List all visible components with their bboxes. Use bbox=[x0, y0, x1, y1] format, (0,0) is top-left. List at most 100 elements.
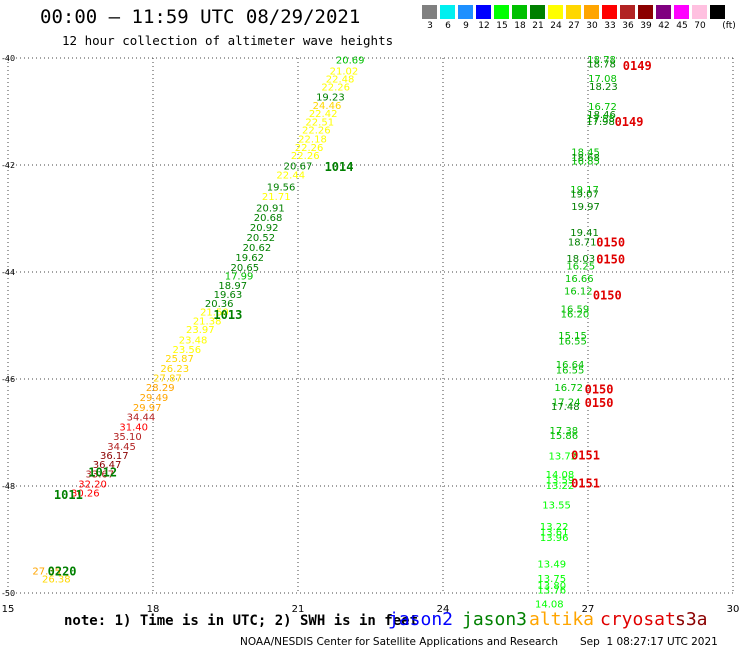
wave-height-point: 18.97 bbox=[218, 281, 247, 292]
wave-height-point: 14.08 bbox=[535, 600, 564, 611]
x-tick-label: 24 bbox=[437, 604, 450, 615]
satellite-jason2-label: jason2 bbox=[388, 609, 454, 630]
wave-height-point: 22.51 bbox=[305, 118, 334, 129]
wave-height-point: 20.62 bbox=[243, 243, 272, 254]
chart-title: 00:00 – 11:59 UTC 08/29/2021 bbox=[40, 6, 361, 28]
wave-height-point: 17.98 bbox=[586, 117, 615, 128]
legend-swatch bbox=[440, 5, 455, 19]
legend-swatch bbox=[494, 5, 509, 19]
x-tick-label: 15 bbox=[2, 604, 15, 615]
legend-swatch bbox=[530, 5, 545, 19]
wave-height-point: 14.08 bbox=[546, 470, 575, 481]
wave-height-point: 16.59 bbox=[561, 304, 590, 315]
wave-height-point: 26.38 bbox=[42, 575, 71, 586]
wave-height-point: 19.41 bbox=[570, 228, 599, 239]
wave-height-point: 27.35 bbox=[32, 567, 61, 578]
wave-height-point: 21.50 bbox=[200, 308, 229, 319]
wave-height-point: 27.87 bbox=[153, 373, 182, 384]
wave-height-point: 22.26 bbox=[291, 151, 320, 162]
satellite-s3a-label: s3a bbox=[675, 609, 708, 630]
wave-height-point: 18.23 bbox=[589, 82, 618, 93]
wave-height-point: 16.66 bbox=[565, 274, 594, 285]
wave-height-point: 13.80 bbox=[537, 581, 566, 592]
legend-label: 33 bbox=[604, 21, 616, 31]
legend-swatch bbox=[476, 5, 491, 19]
wave-height-point: 16.20 bbox=[561, 310, 590, 321]
wave-height-point: 15.86 bbox=[550, 431, 579, 442]
wave-height-point: 17.99 bbox=[225, 272, 254, 283]
legend-swatch bbox=[638, 5, 653, 19]
legend-label: 36 bbox=[622, 21, 634, 31]
y-tick-label: -50 bbox=[2, 589, 15, 598]
wave-height-point: 16.64 bbox=[556, 360, 585, 371]
wave-height-point: 18.78 bbox=[587, 55, 616, 66]
legend-label: 42 bbox=[658, 21, 670, 31]
legend-swatch bbox=[584, 5, 599, 19]
wave-height-point: 20.67 bbox=[284, 162, 313, 173]
wave-height-point: 23.48 bbox=[179, 335, 208, 346]
legend-swatch bbox=[602, 5, 617, 19]
legend-label: 6 bbox=[445, 21, 451, 31]
wave-height-point: 36.47 bbox=[93, 460, 122, 471]
wave-height-point: 21.02 bbox=[330, 66, 359, 77]
wave-height-point: 22.44 bbox=[276, 171, 305, 182]
y-tick-label: -46 bbox=[2, 375, 15, 384]
legend-label: 30 bbox=[586, 21, 598, 31]
legend-label: 27 bbox=[568, 21, 580, 31]
wave-height-point: 29.97 bbox=[133, 403, 162, 414]
track-time-label: 0150 bbox=[596, 253, 625, 267]
legend-label: 39 bbox=[640, 21, 652, 31]
wave-height-point: 13.72 bbox=[549, 452, 578, 463]
wave-height-point: 13.55 bbox=[542, 501, 571, 512]
wave-height-point: 13.75 bbox=[537, 574, 566, 585]
legend-swatch bbox=[548, 5, 563, 19]
wave-height-point: 18.68 bbox=[571, 153, 600, 164]
generated-timestamp: Sep 1 08:27:17 UTC 2021 bbox=[580, 636, 718, 648]
track-time-label: 1013 bbox=[213, 308, 242, 322]
track-time-label: 0150 bbox=[596, 236, 625, 250]
wave-height-point: 20.36 bbox=[205, 299, 234, 310]
credit-text: NOAA/NESDIS Center for Satellite Applica… bbox=[240, 636, 558, 648]
track-time-label: 0151 bbox=[571, 449, 600, 463]
wave-height-point: 16.55 bbox=[558, 336, 587, 347]
wave-height-point: 16.85 bbox=[571, 157, 600, 168]
wave-height-point: 20.52 bbox=[246, 233, 275, 244]
legend-swatch bbox=[674, 5, 689, 19]
satellite-cryosat-label: cryosat bbox=[600, 609, 676, 630]
wave-height-point: 22.42 bbox=[309, 109, 338, 120]
y-tick-label: -48 bbox=[2, 482, 15, 491]
wave-height-point: 26.23 bbox=[160, 364, 189, 375]
wave-height-point: 24.46 bbox=[313, 101, 342, 112]
y-tick-label: -44 bbox=[2, 268, 15, 277]
legend-swatch bbox=[710, 5, 725, 19]
wave-height-point: 19.07 bbox=[570, 189, 599, 200]
wave-height-point: 21.38 bbox=[193, 317, 222, 328]
wave-height-point: 20.92 bbox=[250, 223, 279, 234]
footer-note: note: 1) Time is in UTC; 2) SWH is in fe… bbox=[64, 613, 419, 629]
wave-height-point: 19.56 bbox=[267, 182, 296, 193]
legend-swatch bbox=[512, 5, 527, 19]
wave-height-point: 19.23 bbox=[316, 93, 345, 104]
satellite-jason3-label: jason3 bbox=[462, 609, 528, 630]
legend-label: 15 bbox=[496, 21, 508, 31]
wave-height-point: 16.72 bbox=[554, 383, 583, 394]
wave-height-point: 20.68 bbox=[254, 213, 283, 224]
wave-height-point: 32.20 bbox=[78, 479, 107, 490]
wave-height-point: 19.17 bbox=[570, 185, 599, 196]
legend-swatch bbox=[656, 5, 671, 19]
legend-label: 9 bbox=[463, 21, 469, 31]
wave-height-point: 36.17 bbox=[100, 451, 129, 462]
wave-height-point: 15.15 bbox=[558, 331, 587, 342]
x-tick-label: 21 bbox=[292, 604, 305, 615]
legend-label: 70 bbox=[694, 21, 706, 31]
wave-height-point: 18.46 bbox=[587, 110, 616, 121]
wave-height-point: 17.08 bbox=[588, 74, 617, 85]
wave-height-point: 20.91 bbox=[256, 203, 285, 214]
wave-height-point: 30.26 bbox=[71, 488, 100, 499]
wave-height-point: 17.24 bbox=[552, 397, 581, 408]
chart-subtitle: 12 hour collection of altimeter wave hei… bbox=[62, 33, 394, 48]
wave-height-point: 17.38 bbox=[550, 426, 579, 437]
wave-height-point: 34.45 bbox=[107, 442, 136, 453]
wave-height-point: 22.26 bbox=[321, 82, 350, 93]
